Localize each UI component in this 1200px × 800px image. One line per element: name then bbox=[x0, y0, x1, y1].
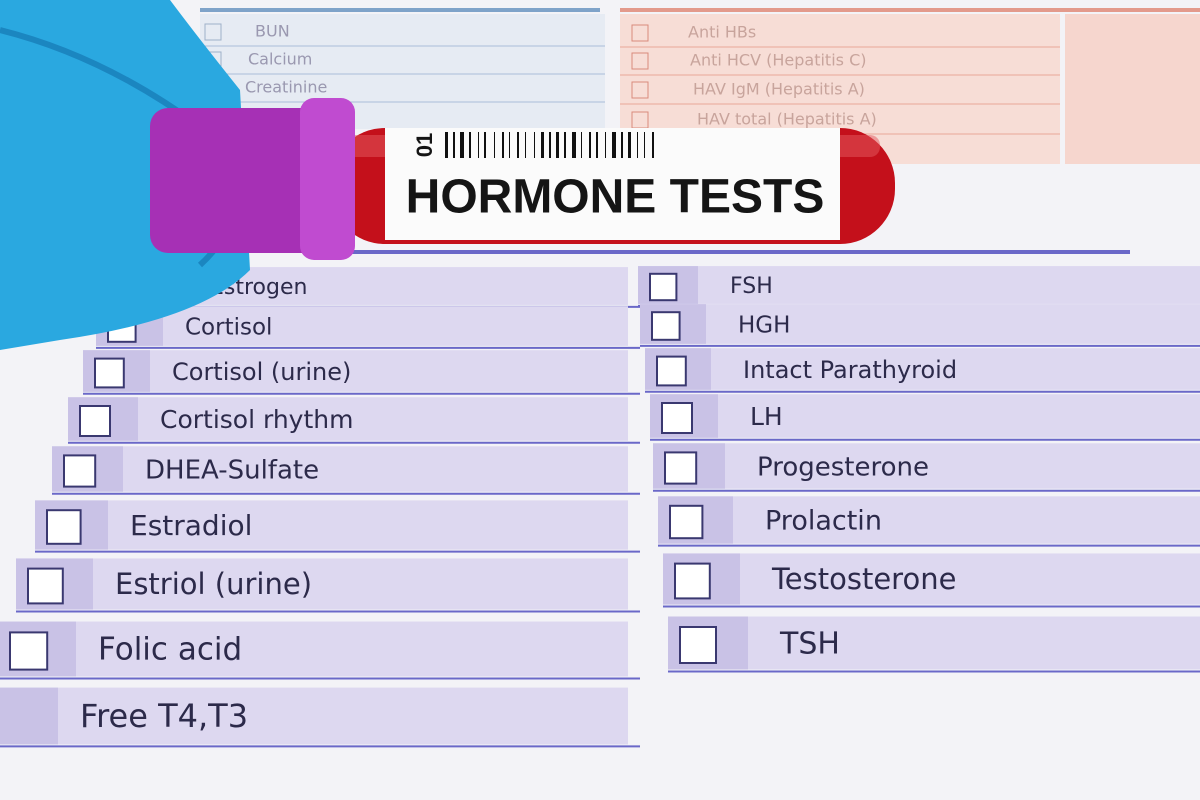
item-label: HGH bbox=[738, 313, 790, 339]
bar bbox=[469, 132, 471, 158]
bar bbox=[478, 132, 479, 158]
bar bbox=[621, 132, 623, 158]
row-band bbox=[35, 500, 628, 550]
item-label: Creatinine bbox=[245, 78, 327, 97]
bar bbox=[596, 132, 598, 158]
bar bbox=[556, 132, 559, 158]
bar bbox=[628, 132, 631, 158]
row-band bbox=[640, 304, 1200, 344]
item-label: Anti HCV (Hepatitis C) bbox=[690, 51, 866, 70]
item-label: Anti HBs bbox=[688, 23, 756, 42]
item-label: Estriol (urine) bbox=[115, 567, 312, 601]
bar bbox=[652, 132, 654, 158]
item-label: TSH bbox=[779, 627, 840, 662]
item-label: Folic acid bbox=[98, 632, 242, 668]
row-band bbox=[52, 446, 628, 492]
item-label: Estradiol bbox=[130, 509, 252, 542]
row-strip bbox=[0, 687, 58, 745]
row-band bbox=[638, 266, 1200, 304]
bar bbox=[612, 132, 616, 158]
bar bbox=[517, 132, 519, 158]
row-band bbox=[0, 687, 628, 745]
checkbox[interactable] bbox=[94, 357, 125, 389]
item-label: Free T4,T3 bbox=[80, 697, 248, 735]
item-label: LH bbox=[750, 402, 783, 431]
item-label: DHEA-Sulfate bbox=[145, 456, 319, 486]
tube-cap-rim bbox=[300, 98, 355, 260]
checkbox[interactable] bbox=[661, 402, 693, 434]
row-band bbox=[645, 348, 1200, 390]
section bbox=[1065, 14, 1200, 164]
checkbox bbox=[631, 81, 649, 99]
bar bbox=[445, 132, 448, 158]
checkbox bbox=[204, 23, 222, 41]
row-band bbox=[83, 350, 628, 392]
bar bbox=[460, 132, 464, 158]
row-band bbox=[658, 496, 1200, 544]
checkbox[interactable] bbox=[63, 454, 97, 488]
row-band bbox=[650, 394, 1200, 438]
bar bbox=[581, 132, 582, 158]
bar bbox=[534, 132, 535, 158]
checkbox[interactable] bbox=[674, 562, 711, 600]
item-label: Testosterone bbox=[771, 562, 956, 596]
bar bbox=[502, 132, 504, 158]
item-label: HAV IgM (Hepatitis A) bbox=[693, 80, 865, 99]
label-title: HORMONE TESTS bbox=[406, 171, 825, 224]
row-band bbox=[16, 558, 628, 610]
bar bbox=[525, 132, 526, 158]
bar bbox=[637, 132, 638, 158]
bar bbox=[484, 132, 486, 158]
bar bbox=[589, 132, 591, 158]
item-label: Intact Parathyroid bbox=[743, 356, 957, 384]
blood-tube: 01 HORMONE TESTS bbox=[150, 98, 895, 260]
checkbox[interactable] bbox=[649, 272, 678, 302]
checkbox[interactable] bbox=[46, 509, 82, 545]
bar bbox=[541, 132, 544, 158]
bar bbox=[494, 132, 495, 158]
row-band bbox=[668, 616, 1200, 670]
rule bbox=[200, 8, 600, 12]
barcode bbox=[445, 132, 654, 158]
row-band bbox=[663, 553, 1200, 605]
checkbox[interactable] bbox=[656, 355, 687, 387]
item-label: FSH bbox=[730, 274, 773, 299]
checkbox bbox=[631, 24, 649, 42]
glove-hand bbox=[0, 0, 250, 350]
bar bbox=[644, 132, 645, 158]
row-band bbox=[68, 397, 628, 441]
item-label: HAV total (Hepatitis A) bbox=[697, 110, 877, 129]
bar bbox=[453, 132, 455, 158]
checkbox[interactable] bbox=[679, 626, 717, 664]
checkbox[interactable] bbox=[669, 504, 704, 540]
bar bbox=[509, 132, 510, 158]
item-label: Prolactin bbox=[765, 506, 882, 537]
checkbox bbox=[631, 52, 649, 70]
row-band bbox=[96, 306, 628, 346]
checkbox[interactable] bbox=[27, 567, 64, 605]
bar bbox=[572, 132, 576, 158]
checkbox[interactable] bbox=[664, 451, 698, 485]
bar bbox=[605, 132, 606, 158]
item-label: Progesterone bbox=[757, 453, 929, 483]
item-label: Calcium bbox=[248, 50, 312, 69]
bar bbox=[549, 132, 551, 158]
rule bbox=[350, 250, 1130, 254]
item-label: BUN bbox=[255, 22, 290, 41]
row-band bbox=[653, 443, 1200, 489]
item-label: Cortisol rhythm bbox=[160, 405, 353, 434]
checkbox[interactable] bbox=[79, 405, 111, 437]
rule bbox=[620, 8, 1200, 12]
item-label: Cortisol (urine) bbox=[172, 358, 351, 386]
row-band bbox=[0, 621, 628, 677]
checkbox[interactable] bbox=[9, 631, 49, 671]
bar bbox=[564, 132, 566, 158]
checkbox[interactable] bbox=[651, 311, 681, 341]
label-code: 01 bbox=[412, 133, 437, 157]
item-label: Cortisol bbox=[185, 315, 272, 341]
